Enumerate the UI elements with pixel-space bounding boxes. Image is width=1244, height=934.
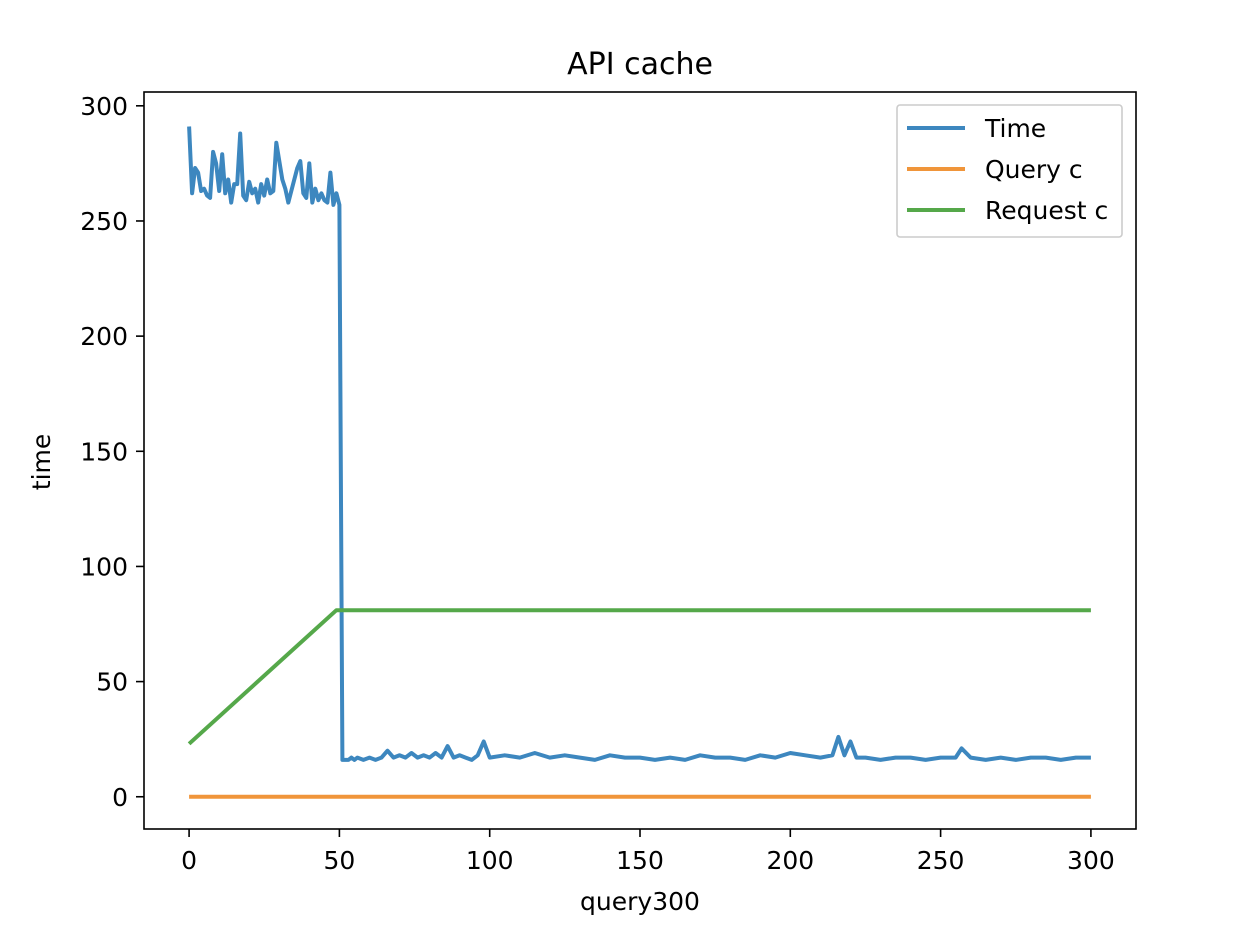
legend-entry: Query c [985, 155, 1083, 184]
series-line-3 [187, 608, 1091, 746]
x-tick-label: 50 [323, 846, 355, 875]
x-axis: 0 50 100 150 200 250 300 [181, 829, 1115, 875]
x-tick-label: 300 [1067, 846, 1115, 875]
y-axis: 0 50 100 150 200 250 300 [80, 92, 144, 812]
x-axis-label: query300 [580, 887, 700, 916]
legend-box [896, 104, 1123, 238]
y-tick-label: 200 [80, 322, 128, 351]
y-tick-label: 150 [80, 437, 128, 466]
y-tick-label: 250 [80, 207, 128, 236]
y-tick-label: 0 [112, 783, 128, 812]
y-tick-label: 300 [80, 92, 128, 121]
x-tick-label: 100 [466, 846, 514, 875]
legend: Time Query c Request c [896, 104, 1123, 238]
legend-entry: Time [984, 114, 1046, 143]
legend-entry: Request c [985, 196, 1108, 225]
series-line-1 [187, 126, 1091, 762]
y-axis-label: time [27, 434, 56, 490]
y-tick-label: 100 [80, 552, 128, 581]
x-tick-label: 0 [181, 846, 197, 875]
y-tick-label: 50 [96, 668, 128, 697]
x-tick-label: 200 [766, 846, 814, 875]
chart-title: API cache [567, 47, 713, 82]
x-tick-label: 150 [616, 846, 664, 875]
plot-lines [187, 126, 1091, 799]
x-tick-label: 250 [917, 846, 965, 875]
